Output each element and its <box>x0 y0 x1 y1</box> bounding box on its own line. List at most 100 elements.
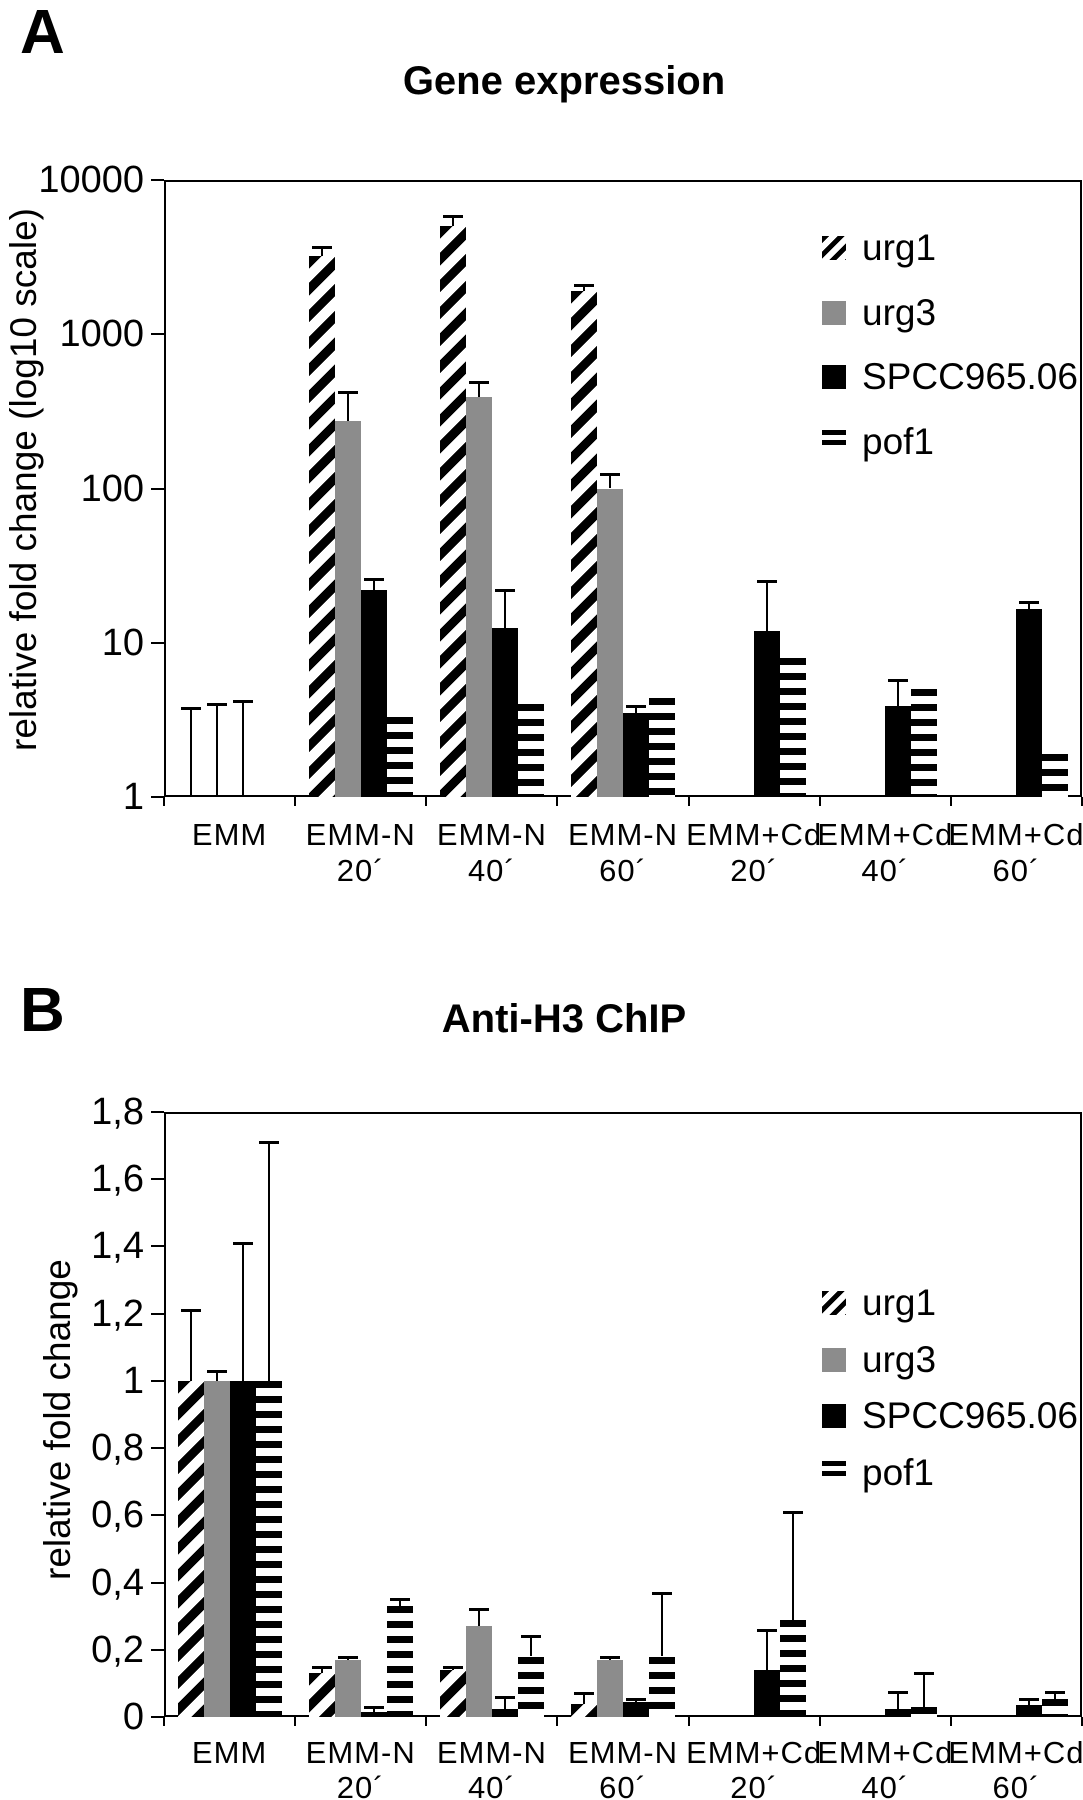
bar-SPCC965.06 <box>360 589 387 797</box>
error-bar-cap <box>520 1635 541 1639</box>
y-axis-tick-label: 10 <box>101 621 144 664</box>
error-bar-line <box>897 680 900 706</box>
error-bar-cap <box>757 580 778 584</box>
category-sublabel: 60´ <box>992 1770 1041 1800</box>
category-sublabel: 20´ <box>336 1770 385 1800</box>
y-axis-tick <box>151 1581 164 1584</box>
error-bar-line <box>635 705 637 714</box>
legend-swatch-urg1 <box>822 1291 846 1315</box>
y-axis-tick-label: 0,8 <box>91 1427 144 1470</box>
category-sublabel: 40´ <box>467 1770 516 1800</box>
bar-SPCC965.06 <box>229 1380 256 1717</box>
error-bar-cap <box>1019 1697 1040 1701</box>
category-sublabel: 40´ <box>467 853 516 888</box>
category-label: EMM+Cd <box>817 1735 954 1770</box>
error-bar-cap <box>337 1655 358 1659</box>
bar-pof1 <box>649 1656 675 1717</box>
chart-b-title: Anti-H3 ChIP <box>441 997 687 1041</box>
y-axis-tick <box>151 487 164 490</box>
category-label: EMM+Cd <box>686 817 823 852</box>
bar-urg3 <box>334 420 361 797</box>
error-bar-line <box>477 382 480 398</box>
error-bar-cap <box>180 1309 201 1313</box>
error-bar-cap <box>652 1591 672 1595</box>
panel-b-label: B <box>20 976 65 1045</box>
error-bar-line <box>1054 1691 1057 1699</box>
error-bar-cap <box>258 1141 279 1145</box>
category-sublabel: 40´ <box>861 1770 910 1800</box>
error-bar-cap <box>442 215 463 219</box>
x-axis-tick <box>1081 797 1083 806</box>
error-bar-cap <box>337 391 358 395</box>
bar-urg3 <box>597 488 623 797</box>
error-bar-line <box>503 589 506 628</box>
y-axis-tick <box>151 796 164 798</box>
bar-pof1 <box>386 1606 413 1717</box>
y-axis-tick-label: 0,6 <box>91 1494 144 1537</box>
bar-SPCC965.06 <box>1016 609 1043 797</box>
legend-swatch-SPCC965.06 <box>822 365 846 389</box>
error-bar-cap <box>888 1690 909 1694</box>
category-sublabel: 20´ <box>336 853 385 888</box>
error-bar-line <box>661 1592 663 1657</box>
legend-swatch-urg1 <box>822 236 846 260</box>
error-bar-cap <box>914 1672 935 1676</box>
error-bar-cap <box>311 1665 332 1669</box>
x-axis-tick <box>818 797 821 806</box>
bar-urg1 <box>439 226 466 797</box>
panel-a-label: A <box>20 0 65 67</box>
y-axis-tick-label: 1,4 <box>91 1225 144 1268</box>
bar-urg1 <box>571 1703 597 1717</box>
bar-pof1 <box>517 704 544 797</box>
error-bar-line <box>189 707 192 797</box>
error-bar-cap <box>468 1608 489 1612</box>
y-axis-tick <box>151 1312 164 1315</box>
error-bar-cap <box>494 588 515 592</box>
error-bar-cap <box>389 1598 410 1602</box>
bar-pof1 <box>911 1706 938 1717</box>
error-bar-line <box>241 700 244 797</box>
error-bar-cap <box>574 283 594 287</box>
legend-label-urg3: urg3 <box>862 291 937 333</box>
y-axis-tick-label: 1,6 <box>91 1158 144 1201</box>
bar-SPCC965.06 <box>360 1711 387 1717</box>
category-label: EMM+Cd <box>686 1735 823 1770</box>
error-bar-line <box>320 246 323 257</box>
error-bar-cap <box>232 1242 253 1246</box>
chart-a-title: Gene expression <box>402 59 726 103</box>
bar-urg3 <box>203 1380 230 1717</box>
error-bar-line <box>215 704 218 797</box>
x-axis-tick <box>818 1717 821 1726</box>
bar-SPCC965.06 <box>754 630 781 797</box>
error-bar-line <box>241 1243 244 1381</box>
bar-urg1 <box>177 1380 204 1717</box>
x-axis-tick <box>687 1717 690 1726</box>
bar-SPCC965.06 <box>623 1701 649 1717</box>
y-axis-tick-label: 1 <box>122 1359 144 1402</box>
bar-pof1 <box>386 717 413 797</box>
legend-label-urg1: urg1 <box>862 1282 937 1323</box>
error-bar-line <box>792 1511 795 1620</box>
category-sublabel: 60´ <box>599 853 647 888</box>
x-axis-tick <box>556 1717 559 1726</box>
bar-SPCC965.06 <box>885 705 912 797</box>
error-bar-line <box>583 284 585 292</box>
error-bar-cap <box>442 1665 463 1669</box>
y-axis-tick-label: 1000 <box>59 313 144 356</box>
legend-swatch-urg3 <box>822 300 846 325</box>
legend-swatch-pof1 <box>822 1461 846 1478</box>
chart-b-plot-area <box>164 1112 1082 1717</box>
legend-label-SPCC965.06: SPCC965.06 <box>862 356 1078 397</box>
category-label: EMM-N <box>436 1735 547 1770</box>
error-bar-line <box>451 216 454 227</box>
legend-label-SPCC965.06: SPCC965.06 <box>862 1395 1078 1437</box>
x-axis-tick <box>425 797 428 806</box>
category-sublabel: 20´ <box>730 853 779 888</box>
x-axis-tick <box>687 797 690 806</box>
error-bar-line <box>1028 601 1031 610</box>
x-axis-tick <box>294 1717 297 1726</box>
x-axis-tick <box>294 797 297 806</box>
category-label: EMM-N <box>305 817 416 852</box>
bar-pof1 <box>911 689 938 797</box>
